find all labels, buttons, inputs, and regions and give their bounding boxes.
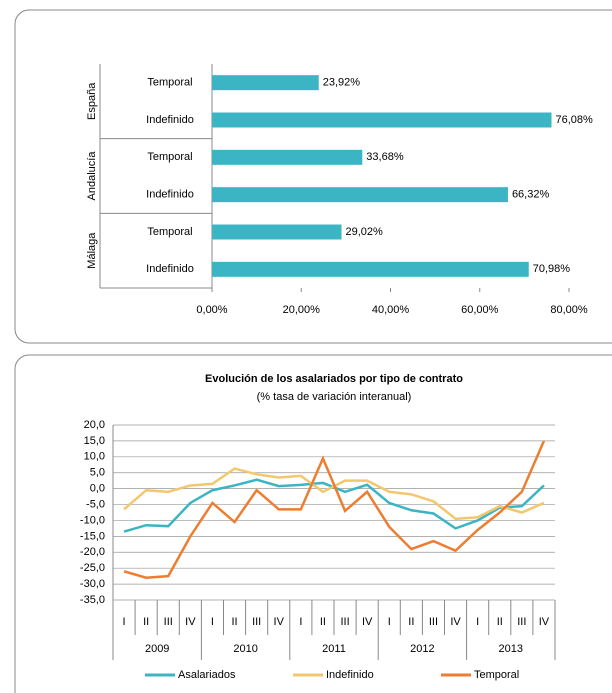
- x-tick-label: 60,00%: [461, 304, 499, 316]
- line: [123, 440, 546, 579]
- y-tick-label: -20,0: [80, 546, 105, 558]
- x-tick-label: I: [299, 616, 302, 628]
- x-tick-label: I: [211, 616, 214, 628]
- group-label: Málaga: [86, 232, 98, 269]
- y-tick-label: Indefinido: [146, 114, 194, 126]
- bar: [212, 149, 363, 165]
- y-tick-label: -30,0: [80, 578, 105, 590]
- year-label: 2009: [145, 643, 169, 655]
- x-tick-label: IV: [362, 616, 373, 628]
- group-label: Andalucía: [86, 151, 98, 201]
- y-tick-label: -15,0: [80, 530, 105, 542]
- y-tick-label: 5,0: [90, 467, 105, 479]
- group-label: España: [86, 82, 98, 120]
- bar: [212, 224, 342, 240]
- y-tick-label: -35,0: [80, 594, 105, 606]
- x-tick-label: 0,00%: [196, 304, 227, 316]
- line: [123, 467, 545, 521]
- x-tick-label: IV: [450, 616, 461, 628]
- y-tick-label: Indefinido: [146, 263, 194, 275]
- x-tick-label: III: [252, 616, 261, 628]
- year-label: 2012: [410, 643, 434, 655]
- x-tick-label: 40,00%: [372, 304, 410, 316]
- y-tick-label: 15,0: [84, 435, 105, 447]
- x-tick-label: IV: [274, 616, 285, 628]
- x-tick-label: IV: [185, 616, 196, 628]
- bar: [212, 187, 508, 203]
- value-label: 33,68%: [366, 151, 404, 163]
- x-tick-label: I: [123, 616, 126, 628]
- value-label: 76,08%: [556, 114, 594, 126]
- x-tick-label: III: [164, 616, 173, 628]
- legend-label: Indefinido: [326, 669, 374, 681]
- bar: [212, 75, 319, 91]
- value-label: 66,32%: [512, 189, 550, 201]
- x-tick-label: 20,00%: [283, 304, 321, 316]
- year-label: 2010: [233, 643, 257, 655]
- chart-title: Evolución de los asalariados por tipo de…: [205, 373, 463, 385]
- y-tick-label: Temporal: [147, 151, 192, 163]
- value-label: 29,02%: [346, 226, 384, 238]
- bar: [212, 261, 529, 277]
- x-tick-label: II: [143, 616, 149, 628]
- y-tick-label: 10,0: [84, 451, 105, 463]
- y-tick-label: 0,0: [90, 483, 105, 495]
- legend-label: Asalariados: [178, 669, 236, 681]
- bar: [212, 112, 552, 128]
- x-tick-label: II: [231, 616, 237, 628]
- y-tick-label: Indefinido: [146, 189, 194, 201]
- year-label: 2011: [322, 643, 346, 655]
- chart-subtitle: (% tasa de variación interanual): [257, 391, 412, 403]
- x-tick-label: III: [517, 616, 526, 628]
- y-tick-label: -25,0: [80, 562, 105, 574]
- x-tick-label: II: [497, 616, 503, 628]
- y-tick-label: 20,0: [84, 419, 105, 431]
- x-tick-label: II: [320, 616, 326, 628]
- x-tick-label: III: [429, 616, 438, 628]
- x-tick-label: I: [388, 616, 391, 628]
- x-tick-label: I: [476, 616, 479, 628]
- x-tick-label: 80,00%: [550, 304, 588, 316]
- y-tick-label: -10,0: [80, 514, 105, 526]
- x-tick-label: II: [408, 616, 414, 628]
- y-tick-label: Temporal: [147, 226, 192, 238]
- y-tick-label: -5,0: [86, 498, 105, 510]
- panel: [14, 9, 612, 344]
- x-tick-label: IV: [539, 616, 550, 628]
- panel: [14, 354, 612, 693]
- y-tick-label: Temporal: [147, 77, 192, 89]
- value-label: 23,92%: [323, 77, 361, 89]
- value-label: 70,98%: [533, 263, 571, 275]
- legend-label: Temporal: [474, 669, 519, 681]
- year-label: 2013: [499, 643, 523, 655]
- x-tick-label: III: [340, 616, 349, 628]
